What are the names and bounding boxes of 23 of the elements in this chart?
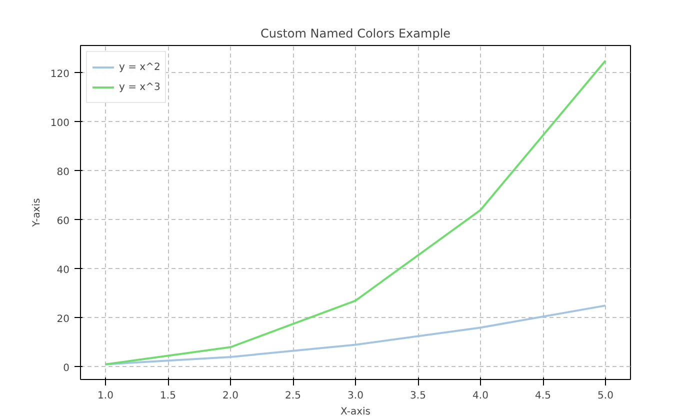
y-axis-title: Y-axis — [31, 198, 42, 228]
y-tick-label: 40 — [56, 264, 70, 276]
x-tick-label: 3.5 — [410, 390, 426, 402]
x-tick-label: 3.0 — [348, 390, 364, 402]
x-tick-label: 4.0 — [472, 390, 488, 402]
y-tick-label: 0 — [63, 362, 70, 374]
x-tick-label: 4.5 — [535, 390, 551, 402]
x-tick-label: 2.0 — [222, 390, 238, 402]
x-tick-label: 1.0 — [98, 390, 114, 402]
legend-label: y = x^3 — [119, 81, 160, 93]
y-tick-label: 60 — [56, 216, 70, 227]
legend-label: y = x^2 — [119, 61, 160, 73]
y-tick-label: 120 — [50, 68, 70, 80]
x-tick-label: 1.5 — [160, 390, 176, 402]
x-tick-label: 2.5 — [285, 390, 301, 402]
chart-title: Custom Named Colors Example — [260, 26, 451, 40]
y-tick-label: 80 — [56, 166, 70, 178]
y-tick-label: 100 — [50, 118, 70, 129]
x-tick-label: 5.0 — [598, 390, 614, 402]
line-series — [104, 304, 606, 366]
y-tick-label: 20 — [56, 314, 70, 325]
line-series — [104, 60, 606, 366]
x-axis-title: X-axis — [340, 406, 370, 418]
